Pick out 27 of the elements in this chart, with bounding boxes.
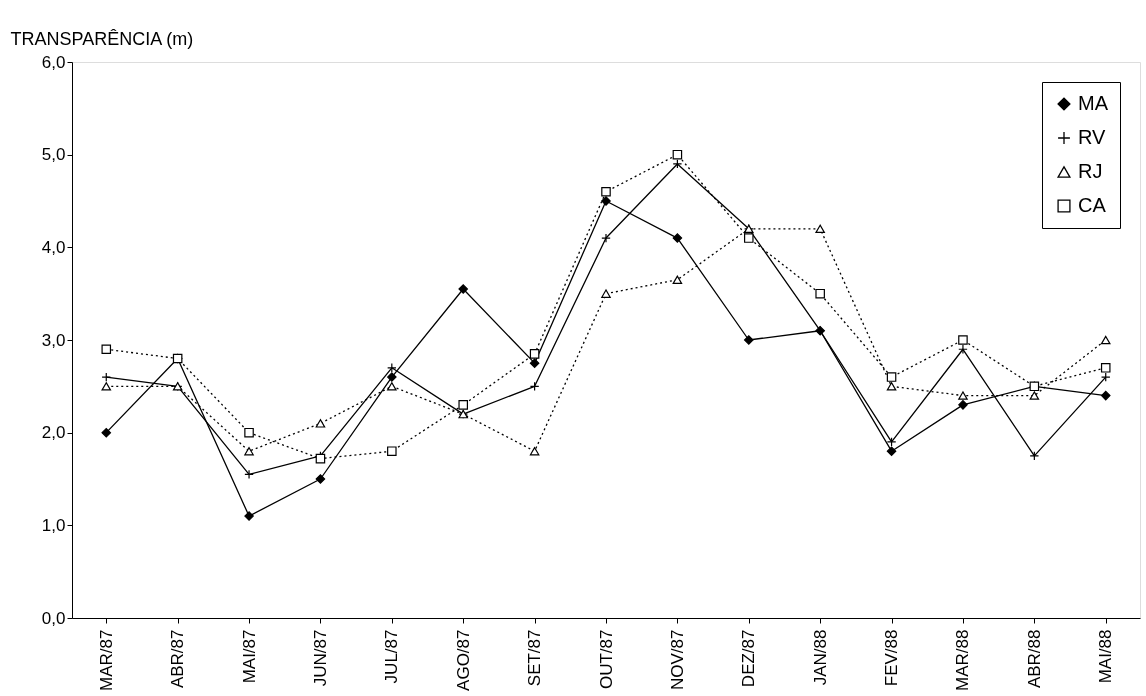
x-tick-label: FEV/88 [882, 629, 902, 687]
x-tick-label: ABR/87 [168, 629, 188, 689]
legend-label: RV [1078, 126, 1107, 148]
x-tick-label: NOV/87 [667, 629, 687, 690]
y-tick-label: 4,0 [41, 237, 66, 257]
x-tick-label: MAI/87 [239, 629, 259, 684]
x-tick-label: JUN/87 [310, 629, 330, 687]
x-tick-label: MAI/88 [1096, 629, 1116, 684]
y-tick-label: 5,0 [41, 145, 66, 165]
y-tick-label: 2,0 [41, 423, 66, 443]
legend-label: RJ [1078, 160, 1103, 182]
x-tick-label: OUT/87 [596, 629, 616, 690]
x-tick-label: MAR/88 [953, 629, 973, 691]
x-tick-label: ABR/88 [1024, 629, 1044, 689]
x-tick-label: JUL/87 [382, 629, 402, 684]
legend-label: CA [1078, 194, 1107, 216]
x-tick-label: AGO/87 [453, 629, 473, 691]
x-tick-label: DEZ/87 [739, 629, 759, 688]
y-tick-label: 0,0 [41, 608, 66, 628]
y-tick-label: 3,0 [41, 330, 66, 350]
x-tick-label: SET/87 [525, 629, 545, 687]
y-tick-label: 1,0 [41, 515, 66, 535]
y-tick-label: 6,0 [41, 52, 66, 72]
x-tick-label: MAR/87 [96, 629, 116, 691]
legend-label: MA [1078, 92, 1109, 114]
y-axis-title: TRANSPARÊNCIA (m) [10, 28, 194, 49]
x-tick-label: JAN/88 [810, 629, 830, 686]
